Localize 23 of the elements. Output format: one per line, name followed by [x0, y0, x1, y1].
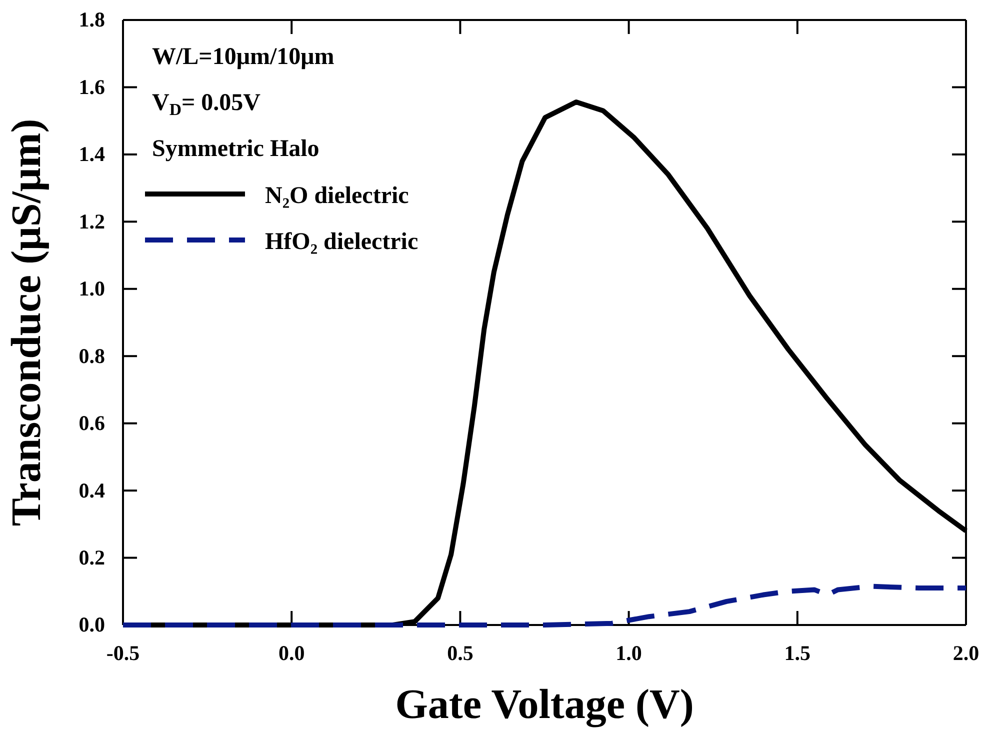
y-tick-label: 0.8	[78, 344, 105, 368]
legend-label: N₂O dielectric	[265, 183, 410, 209]
y-tick-label: 1.0	[78, 276, 105, 301]
x-tick-label: -0.5	[106, 640, 140, 665]
y-tick-label: 1.2	[78, 209, 105, 234]
y-axis-title: Transconduce (μS/μm)	[4, 118, 50, 526]
x-axis-title: Gate Voltage (V)	[395, 682, 694, 728]
x-tick-label: 1.0	[616, 640, 642, 665]
x-tick-label: 2.0	[952, 640, 980, 665]
annotation: W/L=10μm/10μm	[152, 44, 334, 70]
y-tick-label: 1.8	[78, 8, 105, 32]
x-tick-label: 0.0	[278, 640, 305, 665]
y-tick-label: 0.4	[78, 478, 106, 502]
x-tick-label: 0.5	[447, 640, 474, 665]
x-tick-label: 1.5	[784, 640, 811, 665]
y-tick-label: 1.6	[78, 74, 105, 99]
y-tick-label: 1.4	[78, 142, 106, 166]
legend-label: HfO₂ dielectric	[265, 229, 418, 255]
annotation: Symmetric Halo	[152, 136, 320, 162]
y-tick-label: 0.2	[78, 546, 105, 570]
annotation: V$_{D}$= 0.05V	[152, 90, 262, 120]
y-tick-label: 0.0	[78, 612, 105, 637]
y-tick-label: 0.6	[78, 411, 105, 436]
